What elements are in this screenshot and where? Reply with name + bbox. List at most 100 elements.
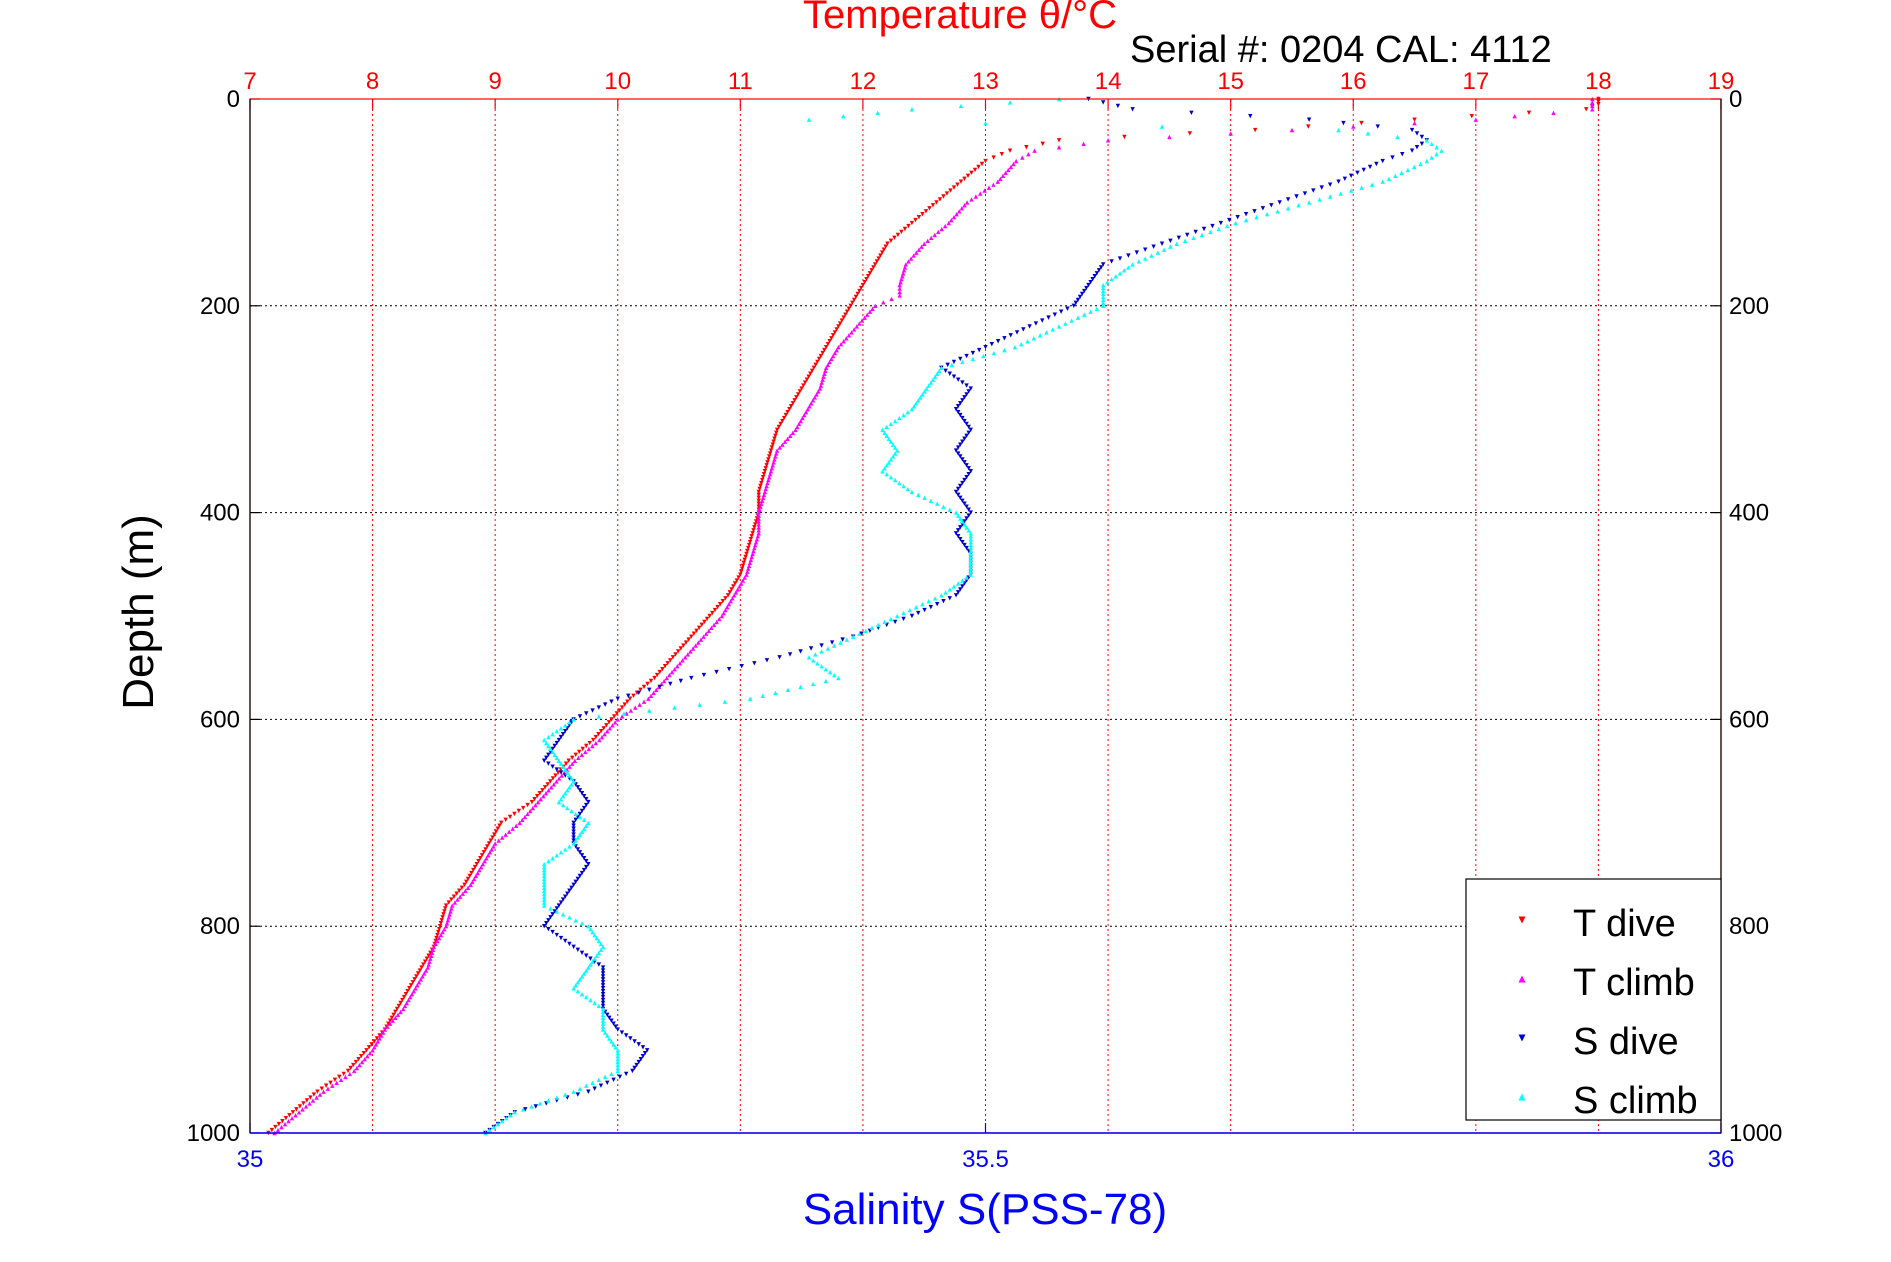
data-point bbox=[529, 1104, 534, 1109]
data-point bbox=[962, 542, 967, 548]
data-point bbox=[571, 829, 576, 834]
data-point bbox=[549, 785, 554, 790]
depth-tick-label-right: 400 bbox=[1729, 500, 1769, 527]
data-point bbox=[823, 666, 828, 672]
data-point bbox=[696, 625, 702, 631]
data-point bbox=[774, 451, 779, 456]
depth-tick-label-right: 0 bbox=[1729, 86, 1742, 113]
data-point bbox=[613, 1045, 618, 1050]
data-point bbox=[495, 1121, 501, 1127]
data-point bbox=[760, 498, 765, 503]
data-point bbox=[471, 876, 477, 882]
data-point bbox=[554, 767, 560, 772]
data-point bbox=[600, 994, 606, 1000]
data-point bbox=[1405, 167, 1411, 173]
data-point bbox=[735, 587, 740, 592]
data-point bbox=[756, 525, 761, 530]
data-point bbox=[839, 318, 845, 323]
data-point bbox=[546, 859, 551, 864]
data-point bbox=[1082, 312, 1087, 317]
data-point bbox=[628, 708, 634, 713]
data-point bbox=[558, 900, 564, 905]
data-point bbox=[434, 935, 439, 941]
data-point bbox=[280, 1118, 285, 1124]
data-point bbox=[647, 687, 652, 693]
data-point bbox=[633, 705, 638, 710]
data-point bbox=[953, 531, 959, 536]
data-point bbox=[593, 734, 599, 740]
data-point bbox=[516, 808, 522, 814]
data-point bbox=[968, 569, 973, 574]
data-point bbox=[488, 838, 493, 843]
data-point bbox=[955, 534, 961, 539]
data-point bbox=[598, 941, 604, 947]
data-point bbox=[452, 900, 458, 905]
data-point bbox=[970, 350, 976, 356]
data-point bbox=[571, 1089, 576, 1094]
series-t-climb bbox=[272, 96, 1595, 1136]
data-point bbox=[642, 1051, 648, 1056]
data-point bbox=[600, 997, 606, 1003]
data-point bbox=[820, 377, 825, 382]
data-point bbox=[776, 424, 782, 430]
data-point bbox=[1126, 253, 1131, 258]
data-point bbox=[746, 566, 751, 571]
data-point bbox=[422, 959, 428, 964]
data-point bbox=[563, 1092, 568, 1097]
data-point bbox=[954, 212, 959, 217]
data-point bbox=[489, 847, 494, 852]
data-point bbox=[532, 796, 537, 802]
data-point bbox=[764, 658, 770, 663]
data-point bbox=[1348, 188, 1354, 193]
data-point bbox=[895, 448, 900, 453]
data-point bbox=[548, 906, 553, 911]
data-point bbox=[581, 971, 587, 976]
data-point bbox=[781, 415, 787, 421]
data-point bbox=[474, 861, 479, 867]
data-point bbox=[998, 176, 1003, 181]
data-point bbox=[955, 182, 960, 187]
data-point bbox=[374, 1036, 380, 1041]
data-point bbox=[1235, 214, 1240, 220]
data-point bbox=[558, 796, 564, 802]
data-point bbox=[311, 1092, 317, 1097]
data-point bbox=[772, 457, 777, 462]
data-point bbox=[683, 640, 689, 645]
data-point bbox=[573, 811, 578, 817]
data-point bbox=[1254, 214, 1259, 220]
salinity-tick-label: 35 bbox=[237, 1146, 264, 1173]
data-point bbox=[1336, 127, 1341, 133]
data-point bbox=[577, 814, 583, 820]
data-point bbox=[615, 1053, 620, 1059]
data-point bbox=[968, 536, 973, 542]
data-point bbox=[484, 856, 489, 861]
data-point bbox=[575, 847, 581, 852]
series-group bbox=[266, 96, 1601, 1136]
data-point bbox=[334, 1080, 339, 1085]
data-point bbox=[844, 336, 849, 341]
data-point bbox=[575, 1092, 581, 1097]
data-point bbox=[670, 655, 676, 660]
data-point bbox=[707, 613, 712, 619]
depth-tick-label-right: 800 bbox=[1729, 913, 1769, 940]
data-point bbox=[808, 371, 813, 376]
data-point bbox=[571, 986, 576, 991]
data-point bbox=[816, 356, 822, 362]
data-point bbox=[596, 950, 602, 955]
data-point bbox=[710, 610, 715, 616]
depth-tick-label-left: 800 bbox=[200, 913, 240, 940]
data-point bbox=[822, 347, 827, 353]
data-point bbox=[571, 841, 576, 846]
data-point bbox=[1100, 300, 1106, 306]
data-point bbox=[1418, 161, 1423, 167]
data-point bbox=[396, 1003, 402, 1009]
temperature-tick-label: 14 bbox=[1095, 68, 1122, 95]
data-point bbox=[941, 194, 946, 199]
data-point bbox=[402, 1003, 408, 1009]
data-point bbox=[584, 711, 589, 716]
data-point bbox=[588, 956, 593, 961]
data-point bbox=[743, 554, 748, 560]
data-point bbox=[745, 548, 750, 554]
data-point bbox=[567, 941, 572, 947]
data-point bbox=[1109, 277, 1114, 282]
